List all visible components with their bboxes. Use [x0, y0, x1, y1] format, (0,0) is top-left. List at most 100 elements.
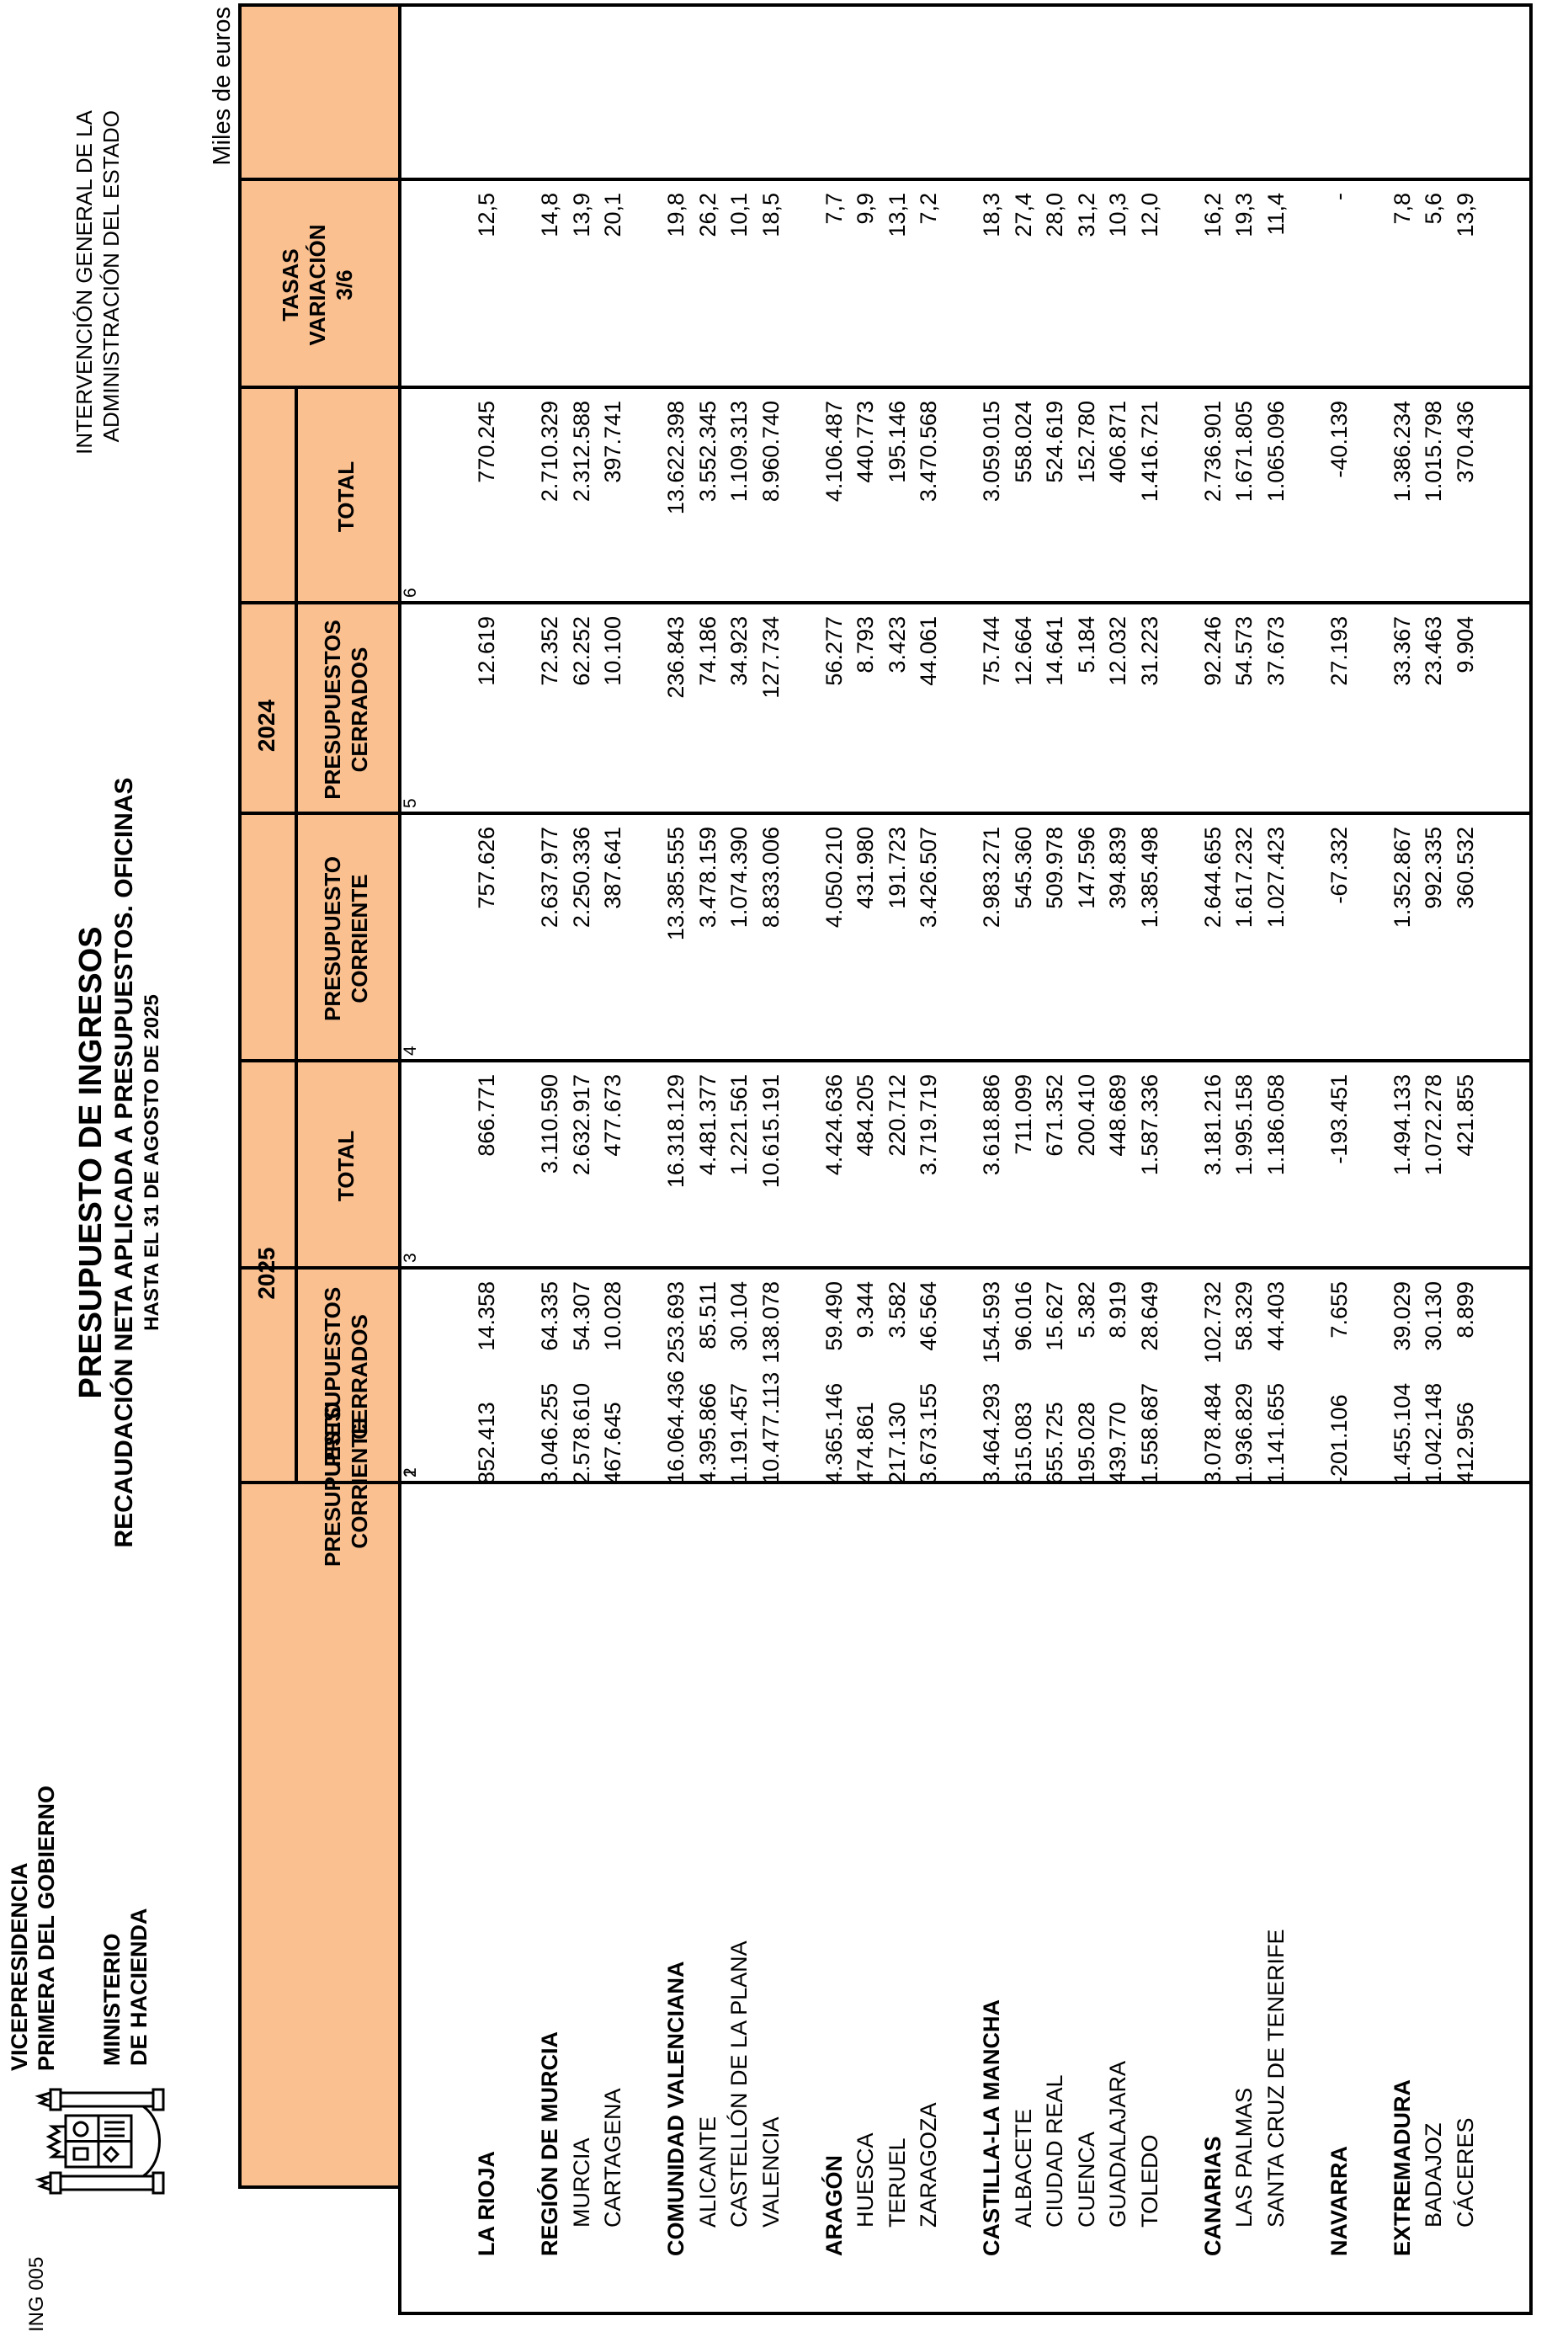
value-cell-col6: 1.015.798 — [1421, 401, 1446, 503]
row-name: ALBACETE — [1010, 2108, 1036, 2228]
table-row: LA RIOJA 852.413 14.358 866.771 757.626 12.61… — [471, 7, 503, 2315]
value-cell-col2: 14.358 — [474, 1281, 499, 1351]
value-cell-col6: 195.146 — [884, 401, 910, 483]
value-cell-col4: 191.723 — [884, 827, 910, 909]
value-cell-col4: 3.426.507 — [916, 827, 941, 929]
column-header-tasas: TASAS VARIACIÓN 3/6 — [238, 181, 398, 389]
value-cell-col-tasas: 10,3 — [1105, 193, 1130, 237]
column-header-5: PRESUPUESTOS CERRADOS — [295, 604, 398, 815]
value-cell-col5: 8.793 — [853, 616, 878, 673]
row-name: CASTILLA-LA MANCHA — [979, 1999, 1004, 2256]
value-cell-col4: 13.385.555 — [663, 827, 688, 941]
value-cell-col-tasas: 26,2 — [694, 193, 720, 237]
ministry-line2: DE HACIENDA — [126, 1908, 151, 2066]
value-cell-col-tasas: 12,5 — [474, 193, 499, 237]
row-name: CANARIAS — [1199, 2136, 1225, 2256]
table-row: MURCIA 2.578.610 54.307 2.632.917 2.250.336 6… — [566, 7, 598, 2315]
row-name: MURCIA — [568, 2137, 594, 2228]
value-cell-col3: 866.771 — [474, 1074, 499, 1157]
value-cell-col3: 4.481.377 — [694, 1074, 720, 1176]
header-year-separator — [295, 389, 298, 1484]
table-row: GUADALAJARA 439.770 8.919 448.689 394.839 12.… — [1103, 7, 1135, 2315]
value-cell-col3: 10.615.191 — [757, 1074, 784, 1189]
value-cell-col3: 220.712 — [884, 1074, 910, 1157]
value-cell-col5: 12.664 — [1010, 616, 1036, 686]
row-name: NAVARRA — [1326, 2146, 1352, 2256]
table-border-top — [238, 3, 242, 2189]
value-cell-col-tasas: 20,1 — [600, 193, 625, 237]
ministry-line1: MINISTERIO — [99, 1933, 125, 2066]
value-cell-col4: 1.074.390 — [726, 827, 752, 929]
value-cell-col5: 56.277 — [821, 616, 847, 686]
value-cell-col4: 2.644.655 — [1199, 827, 1225, 929]
dept-line1: VICEPRESIDENCIA — [7, 1862, 32, 2071]
value-cell-col2: 7.655 — [1326, 1281, 1352, 1339]
value-cell-col5: 12.619 — [474, 616, 499, 686]
value-cell-col6: 8.960.740 — [757, 401, 784, 503]
column-number: 2 — [401, 1467, 420, 1477]
row-name: EXTREMADURA — [1389, 2079, 1415, 2256]
value-cell-col6: 406.871 — [1105, 401, 1130, 483]
title-block: PRESUPUESTO DE INGRESOS RECAUDACIÓN NETA… — [72, 573, 165, 1752]
coat-of-arms-logo — [17, 2088, 174, 2195]
column-header-line: PRESUPUESTO — [319, 856, 345, 1022]
value-cell-col6: 1.109.313 — [726, 401, 752, 503]
value-cell-col3: 1.587.336 — [1136, 1074, 1162, 1176]
row-name: ARAGÓN — [821, 2155, 847, 2256]
table-row: ARAGÓN 4.365.146 59.490 4.424.636 4.050.210 5… — [819, 7, 851, 2315]
value-cell-col2: 15.627 — [1042, 1281, 1067, 1351]
table-row: REGIÓN DE MURCIA 3.046.255 64.335 3.110.590… — [534, 7, 566, 2315]
value-cell-col3: 711.099 — [1010, 1074, 1036, 1155]
value-cell-col-tasas: 9,9 — [853, 193, 878, 225]
table-row: CUENCA 195.028 5.382 200.410 147.596 5.184 152… — [1071, 7, 1103, 2315]
column-number: 3 — [401, 1253, 420, 1263]
value-cell-col6: 2.710.329 — [537, 401, 562, 503]
value-cell-col2: 8.919 — [1105, 1281, 1130, 1339]
value-cell-col2: 10.028 — [600, 1281, 625, 1351]
table-row: ALICANTE 4.395.866 85.511 4.481.377 3.478.15… — [693, 7, 725, 2315]
table-row: TERUEL 217.130 3.582 220.712 191.723 3.423 195… — [882, 7, 914, 2315]
value-cell-col6: 3.059.015 — [979, 401, 1004, 503]
value-cell-col3: 1.186.058 — [1262, 1074, 1289, 1176]
value-cell-col4: 3.478.159 — [694, 827, 720, 929]
value-cell-col-tasas: 10,1 — [726, 193, 752, 237]
value-cell-col3: 16.318.129 — [663, 1074, 688, 1189]
value-cell-col2: 39.029 — [1389, 1281, 1415, 1351]
table-row: CANARIAS 3.078.484 102.732 3.181.216 2.644.6… — [1198, 7, 1230, 2315]
value-cell-col5: 72.352 — [537, 616, 562, 686]
value-cell-col2: 253.693 — [663, 1281, 688, 1364]
value-cell-col4: 394.839 — [1105, 827, 1130, 909]
value-cell-col-tasas: 11,4 — [1262, 193, 1289, 236]
value-cell-col6: 152.780 — [1073, 401, 1099, 483]
column-number: 4 — [401, 1046, 420, 1056]
row-name: CIUDAD REAL — [1042, 2074, 1067, 2228]
row-name: SANTA CRUZ DE TENERIFE — [1262, 1929, 1289, 2228]
value-cell-col3: 3.719.719 — [916, 1074, 941, 1176]
column-header-6: TOTAL — [295, 389, 398, 604]
value-cell-col2: 64.335 — [537, 1281, 562, 1351]
row-name: TOLEDO — [1136, 2134, 1162, 2228]
value-cell-col6: 2.312.588 — [568, 401, 594, 503]
row-name: ALICANTE — [694, 2116, 720, 2228]
value-cell-col-tasas: 31,2 — [1073, 193, 1099, 237]
value-cell-col5: 23.463 — [1421, 616, 1446, 686]
table-row: NAVARRA -201.106 7.655 -193.451 -67.332 27.19… — [1324, 7, 1356, 2315]
value-cell-col6: 524.619 — [1042, 401, 1067, 483]
value-cell-col5: 74.186 — [694, 616, 720, 686]
table-row: TOLEDO 1.558.687 28.649 1.587.336 1.385.498 3… — [1135, 7, 1167, 2315]
value-cell-col2: 30.104 — [726, 1281, 752, 1351]
value-cell-col3: 1.494.133 — [1389, 1074, 1415, 1176]
value-cell-col-tasas: 7,2 — [916, 193, 941, 225]
column-header-line: VARIACIÓN — [305, 224, 331, 346]
value-cell-col5: 9.904 — [1452, 616, 1478, 673]
row-name: HUESCA — [853, 2132, 878, 2228]
value-cell-col6: 3.552.345 — [694, 401, 720, 503]
value-cell-col-tasas: 12,0 — [1136, 193, 1162, 237]
value-cell-col3: 200.410 — [1073, 1074, 1099, 1157]
value-cell-col6: 558.024 — [1010, 401, 1036, 483]
value-cell-col6: 397.741 — [600, 401, 625, 483]
value-cell-col-tasas: 14,8 — [537, 193, 562, 237]
column-header-line: 3/6 — [331, 269, 357, 301]
